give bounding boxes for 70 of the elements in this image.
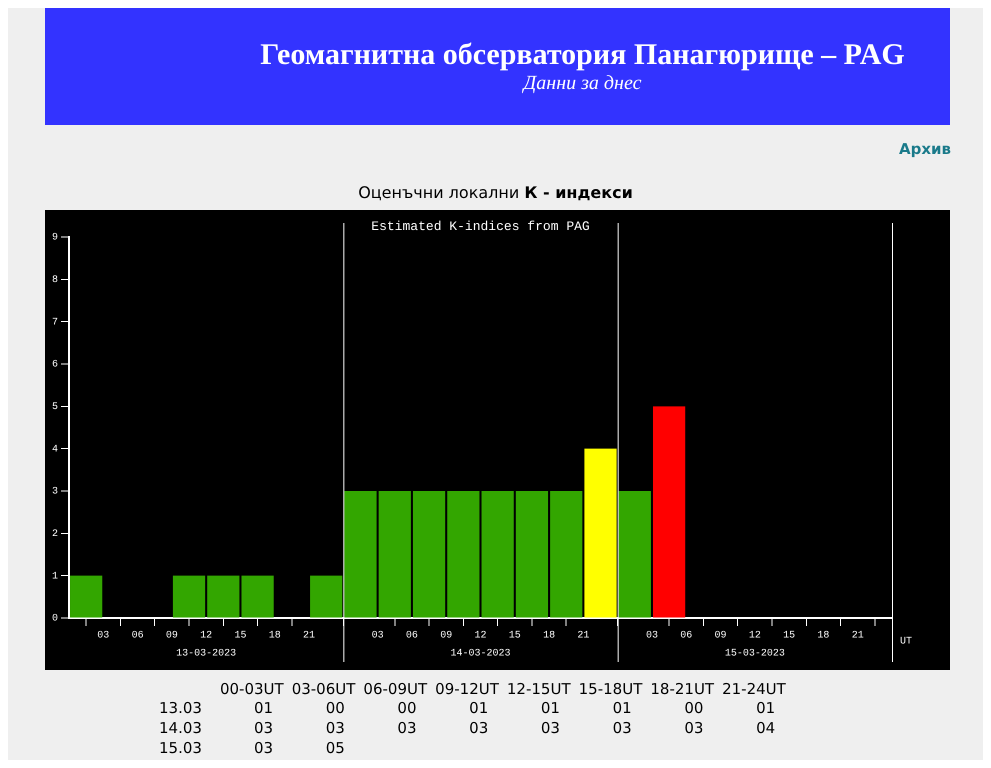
x-tick-label: 18 [817,630,830,642]
x-tick-label: 21 [577,630,590,642]
x-tick-label: 03 [372,630,384,642]
text: 15-03-2023 [724,648,785,660]
text: Оценъчни локални [358,183,520,202]
y-tick-label: 5 [52,402,58,413]
text: Архив [898,140,951,158]
x-tick-label: 12 [474,630,487,642]
text: 15.03 [158,738,203,758]
text: 18-21UT [649,680,716,698]
text: Данни за днес [521,72,642,95]
text: Геомагнитна обсерватория Панагюрище – PAG [259,38,906,72]
x-tick-label: 03 [646,630,658,642]
text: 03 [612,718,633,738]
text: 05 [324,738,346,758]
y-tick-label: 0 [52,614,58,625]
text: 00 [324,698,346,718]
x-tick-label: 09 [166,630,178,642]
y-tick-label: 8 [52,274,58,286]
y-tick-label: 1 [52,571,58,582]
text: 03 [468,718,490,738]
y-tick-label: 9 [52,232,58,244]
x-tick-label: 09 [714,630,727,642]
y-tick-label: 7 [52,317,58,328]
text: 00 [396,698,418,718]
x-tick-label: 18 [543,630,556,642]
text: 03 [252,718,274,738]
text: 01 [252,698,274,718]
x-tick-label: 15 [234,630,246,642]
text: 04 [755,718,776,738]
x-tick-label: 21 [303,630,316,642]
x-tick-label: 12 [748,630,761,642]
text: 09-12UT [434,680,500,698]
text: 15-18UT [578,680,644,698]
text: 13.03 [158,698,203,718]
text: 00 [683,698,704,718]
text: 03 [396,718,418,738]
text: 01 [540,698,561,718]
x-tick-label: 03 [97,630,110,642]
text: 01 [755,698,776,718]
x-tick-label: 06 [406,630,418,642]
text: 03 [540,718,561,738]
text: 00-03UT [218,680,285,698]
chart-title: Estimated K-indices from PAG [371,218,590,234]
x-tick-label: 15 [783,630,796,642]
x-tick-label: 06 [680,630,692,642]
text: 03 [252,738,274,758]
x-tick-label: 18 [268,630,281,642]
y-tick-label: 6 [52,360,58,371]
x-tick-label: 09 [440,630,452,642]
y-tick-label: 2 [52,528,58,540]
text: 14-03-2023 [450,648,511,660]
text: 13-03-2023 [176,648,236,660]
text: К - индекси [524,183,633,202]
text: 03 [683,718,704,738]
x-tick-label: 06 [132,630,144,642]
text: 14.03 [158,718,203,738]
x-axis-title: UT [900,636,912,648]
text: 03 [324,718,346,738]
text: 06-09UT [362,680,428,698]
x-tick-label: 21 [852,630,864,642]
y-tick-label: 4 [52,444,58,456]
x-tick-label: 12 [200,630,212,642]
text: 01 [468,698,490,718]
text: 12-15UT [506,680,572,698]
y-tick-label: 3 [52,486,58,498]
text: 03-06UT [290,680,356,698]
text: 01 [612,698,633,718]
text: 21-24UT [721,680,787,698]
x-tick-label: 15 [508,630,521,642]
